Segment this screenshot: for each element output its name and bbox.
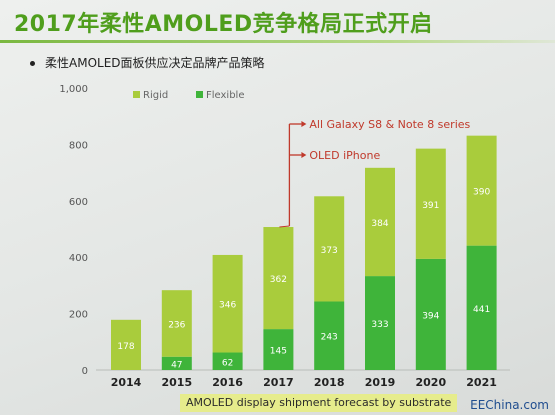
arrowhead-icon bbox=[301, 152, 307, 158]
data-label-flexible: 441 bbox=[473, 305, 490, 315]
y-tick-label: 800 bbox=[69, 140, 88, 151]
data-label-rigid: 178 bbox=[117, 342, 134, 352]
data-label-flexible: 333 bbox=[371, 320, 388, 330]
x-tick-label: 2017 bbox=[263, 376, 294, 389]
bar-flexible bbox=[415, 258, 446, 370]
bullet-text: 柔性AMOLED面板供应决定品牌产品策略 bbox=[45, 56, 265, 70]
bullet-dot-icon bbox=[30, 61, 35, 66]
y-tick-label: 1,000 bbox=[59, 84, 88, 95]
arrowhead-icon bbox=[301, 121, 307, 127]
x-tick-label: 2019 bbox=[365, 376, 396, 389]
annotation-iphone: OLED iPhone bbox=[309, 149, 380, 162]
y-tick-label: 0 bbox=[82, 366, 88, 377]
bar-rigid bbox=[415, 148, 446, 259]
legend-swatch-flexible bbox=[196, 91, 203, 98]
bar-rigid bbox=[212, 254, 243, 353]
bullet-point: 柔性AMOLED面板供应决定品牌产品策略 bbox=[30, 54, 265, 71]
bar-flexible bbox=[466, 245, 497, 370]
data-label-flexible: 145 bbox=[270, 347, 287, 357]
bar-rigid bbox=[111, 319, 141, 370]
slide-title: 2017年柔性AMOLED竞争格局正式开启 bbox=[14, 12, 433, 37]
bar-rigid bbox=[365, 167, 395, 277]
data-label-rigid: 373 bbox=[321, 246, 338, 256]
bar-flexible bbox=[161, 356, 192, 370]
data-label-rigid: 390 bbox=[473, 188, 490, 198]
annotation-galaxy: All Galaxy S8 & Note 8 series bbox=[309, 118, 470, 131]
data-label-flexible: 62 bbox=[222, 358, 233, 368]
data-label-rigid: 384 bbox=[371, 219, 388, 229]
bar-rigid bbox=[466, 135, 497, 246]
bar-flexible bbox=[263, 329, 294, 370]
y-tick-label: 200 bbox=[69, 310, 88, 321]
bar-flexible bbox=[365, 276, 395, 370]
x-tick-label: 2018 bbox=[314, 376, 345, 389]
x-tick-label: 2021 bbox=[466, 376, 497, 389]
data-label-rigid: 236 bbox=[168, 320, 185, 330]
x-tick-label: 2020 bbox=[415, 376, 446, 389]
data-label-flexible: 243 bbox=[321, 333, 338, 343]
source-watermark: EEChina.com bbox=[470, 398, 549, 412]
bar-rigid bbox=[161, 290, 192, 357]
annotation-leader bbox=[279, 225, 290, 228]
data-label-rigid: 346 bbox=[219, 301, 236, 311]
data-label-flexible: 394 bbox=[422, 311, 439, 321]
data-label-flexible: 47 bbox=[171, 360, 182, 370]
x-tick-label: 2015 bbox=[161, 376, 192, 389]
legend-label-flexible: Flexible bbox=[206, 90, 244, 101]
y-tick-label: 600 bbox=[69, 197, 88, 208]
x-tick-label: 2016 bbox=[212, 376, 243, 389]
legend-label-rigid: Rigid bbox=[143, 90, 168, 101]
bar-flexible bbox=[212, 352, 243, 370]
y-tick-label: 400 bbox=[69, 253, 88, 264]
legend-swatch-rigid bbox=[133, 91, 140, 98]
title-divider bbox=[0, 40, 555, 43]
bar-rigid bbox=[314, 196, 345, 302]
bar-rigid bbox=[263, 227, 294, 330]
x-tick-label: 2014 bbox=[111, 376, 142, 389]
data-label-rigid: 362 bbox=[270, 275, 287, 285]
bar-flexible bbox=[314, 301, 345, 370]
data-label-rigid: 391 bbox=[422, 201, 439, 211]
chart-caption: AMOLED display shipment forecast by subs… bbox=[180, 394, 458, 412]
